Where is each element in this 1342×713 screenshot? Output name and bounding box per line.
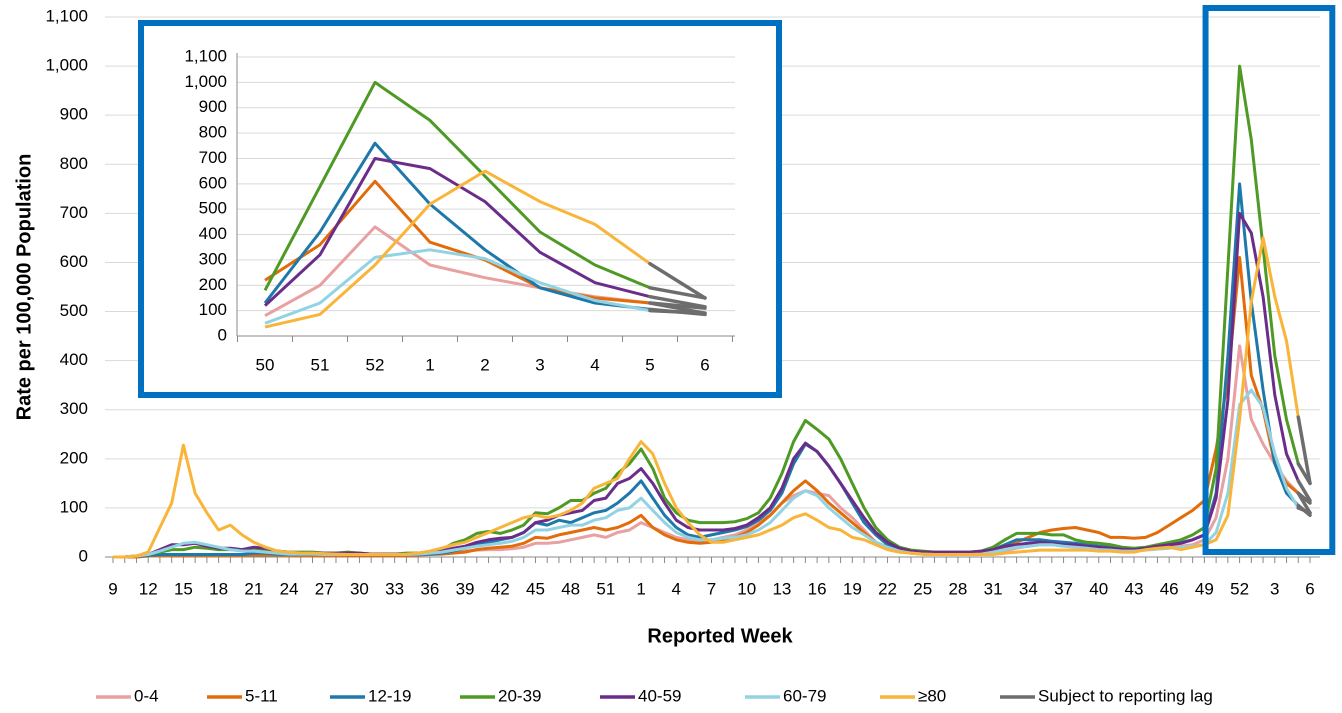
x-tick-label: 24 xyxy=(280,579,299,598)
lag-line xyxy=(1296,506,1312,515)
y-axis-title: Rate per 100,000 Population xyxy=(13,154,35,421)
x-tick-label: 40 xyxy=(1089,579,1108,598)
x-tick-label: 5 xyxy=(645,355,654,374)
y-tick-label: 600 xyxy=(60,252,88,271)
x-tick-label: 46 xyxy=(1160,579,1179,598)
series-line xyxy=(264,169,651,329)
x-tick-label: 21 xyxy=(244,579,263,598)
x-tick-label: 43 xyxy=(1125,579,1144,598)
lag-line xyxy=(648,308,707,315)
x-tick-label: 45 xyxy=(526,579,545,598)
x-tick-label: 15 xyxy=(174,579,193,598)
x-tick-label: 52 xyxy=(1230,579,1249,598)
x-tick-label: 34 xyxy=(1019,579,1038,598)
y-tick-label: 300 xyxy=(60,399,88,418)
y-tick-label: 900 xyxy=(60,105,88,124)
lag-line xyxy=(1296,491,1312,505)
legend-label: ≥80 xyxy=(918,686,946,705)
x-tick-label: 18 xyxy=(209,579,228,598)
x-tick-label: 6 xyxy=(700,355,709,374)
legend-label: 5-11 xyxy=(245,686,278,705)
x-tick-label: 1 xyxy=(636,579,645,598)
x-tick-label: 4 xyxy=(590,355,599,374)
x-tick-label: 27 xyxy=(315,579,334,598)
legend-label: 12-19 xyxy=(368,686,411,705)
x-tick-label: 37 xyxy=(1054,579,1073,598)
x-tick-label: 25 xyxy=(913,579,932,598)
y-tick-label: 900 xyxy=(199,97,227,116)
x-tick-label: 51 xyxy=(596,579,615,598)
x-tick-label: 52 xyxy=(366,355,385,374)
x-tick-label: 48 xyxy=(561,579,580,598)
x-tick-label: 4 xyxy=(672,579,681,598)
y-tick-label: 400 xyxy=(60,350,88,369)
x-tick-label: 33 xyxy=(385,579,404,598)
x-tick-label: 28 xyxy=(948,579,967,598)
lag-line xyxy=(1296,415,1312,486)
legend-label: 20-39 xyxy=(498,686,541,705)
y-tick-label: 800 xyxy=(60,154,88,173)
x-tick-label: 10 xyxy=(737,579,756,598)
x-tick-label: 7 xyxy=(707,579,716,598)
legend-label: 0-4 xyxy=(134,686,159,705)
series-line xyxy=(113,236,1300,559)
y-tick-label: 1,100 xyxy=(45,6,88,25)
lag-line xyxy=(648,294,707,309)
y-tick-label: 1,000 xyxy=(45,56,88,75)
series-line xyxy=(263,157,651,307)
series-line xyxy=(113,388,1300,559)
x-tick-label: 12 xyxy=(139,579,158,598)
lag-line xyxy=(648,286,707,300)
x-axis-title: Reported Week xyxy=(647,625,793,647)
x-tick-label: 6 xyxy=(1305,579,1314,598)
lag-line xyxy=(648,261,707,300)
y-tick-label: 1,100 xyxy=(184,46,227,65)
lag-line xyxy=(1296,479,1312,503)
y-tick-label: 300 xyxy=(199,249,227,268)
x-tick-label: 22 xyxy=(878,579,897,598)
x-tick-label: 36 xyxy=(420,579,439,598)
x-tick-label: 3 xyxy=(1270,579,1279,598)
x-tick-label: 51 xyxy=(311,355,330,374)
y-tick-label: 500 xyxy=(60,301,88,320)
x-tick-label: 42 xyxy=(491,579,510,598)
x-tick-label: 50 xyxy=(256,355,275,374)
series-line xyxy=(264,248,651,325)
y-tick-label: 500 xyxy=(199,199,227,218)
y-tick-label: 600 xyxy=(199,173,227,192)
y-tick-label: 800 xyxy=(199,123,227,142)
y-tick-label: 100 xyxy=(60,497,88,516)
x-tick-label: 13 xyxy=(772,579,791,598)
x-tick-label: 30 xyxy=(350,579,369,598)
lag-line xyxy=(648,301,707,310)
y-tick-label: 0 xyxy=(79,546,88,565)
x-tick-label: 9 xyxy=(108,579,117,598)
series-line xyxy=(263,141,651,311)
x-tick-label: 49 xyxy=(1195,579,1214,598)
y-tick-label: 1,000 xyxy=(184,72,227,91)
x-tick-label: 3 xyxy=(535,355,544,374)
x-tick-label: 1 xyxy=(425,355,434,374)
legend-label: 60-79 xyxy=(783,686,826,705)
y-tick-label: 200 xyxy=(199,275,227,294)
x-tick-label: 16 xyxy=(808,579,827,598)
x-tick-label: 19 xyxy=(843,579,862,598)
y-tick-label: 100 xyxy=(199,300,227,319)
legend-label: 40-59 xyxy=(638,686,681,705)
legend-label: Subject to reporting lag xyxy=(1038,686,1213,705)
highlight-frame xyxy=(1202,5,1336,555)
x-tick-label: 39 xyxy=(456,579,475,598)
y-tick-label: 0 xyxy=(218,325,227,344)
series-line xyxy=(263,80,651,292)
x-tick-label: 31 xyxy=(984,579,1003,598)
y-tick-label: 200 xyxy=(60,448,88,467)
y-tick-label: 700 xyxy=(60,203,88,222)
x-tick-label: 2 xyxy=(480,355,489,374)
y-tick-label: 700 xyxy=(199,148,227,167)
y-tick-label: 400 xyxy=(199,224,227,243)
